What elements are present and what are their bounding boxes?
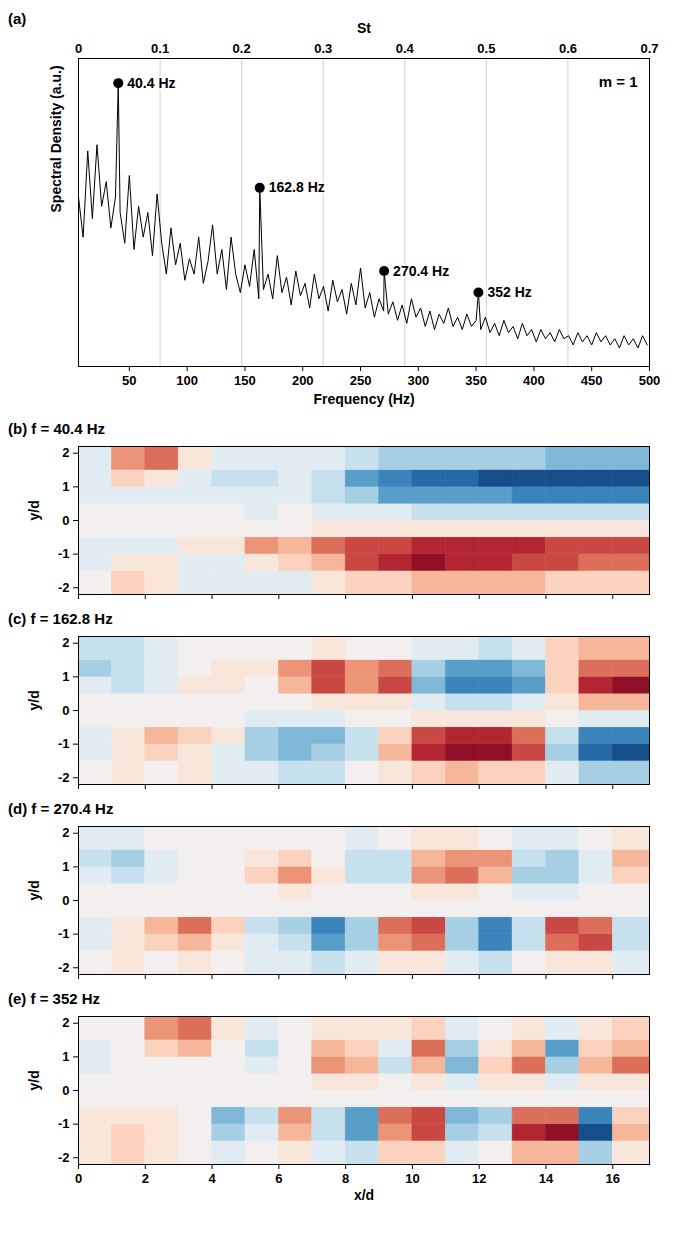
svg-text:y/d: y/d (26, 1070, 42, 1090)
svg-text:0.2: 0.2 (233, 41, 251, 56)
svg-text:350: 350 (465, 373, 487, 388)
svg-text:162.8 Hz: 162.8 Hz (269, 179, 325, 195)
svg-text:12: 12 (472, 1171, 486, 1186)
svg-text:-2: -2 (58, 1150, 70, 1165)
svg-text:St: St (357, 20, 371, 36)
svg-text:x/d: x/d (354, 1187, 374, 1203)
svg-text:50: 50 (122, 373, 136, 388)
svg-text:2: 2 (62, 635, 69, 650)
svg-text:16: 16 (606, 1171, 620, 1186)
svg-text:y/d: y/d (26, 500, 42, 520)
svg-text:0: 0 (75, 41, 82, 56)
svg-text:10: 10 (405, 1171, 419, 1186)
svg-text:14: 14 (539, 1171, 554, 1186)
svg-text:8: 8 (342, 1171, 349, 1186)
svg-text:0.4: 0.4 (396, 41, 415, 56)
svg-text:-1: -1 (58, 926, 70, 941)
svg-text:6: 6 (275, 1171, 282, 1186)
html-text:(a): (a) (8, 10, 27, 27)
html-text:(c) f = 162.8 Hz: (c) f = 162.8 Hz (8, 610, 113, 627)
svg-text:100: 100 (176, 373, 198, 388)
svg-text:0: 0 (62, 893, 69, 908)
svg-text:-1: -1 (58, 736, 70, 751)
svg-text:500: 500 (639, 373, 661, 388)
svg-text:450: 450 (581, 373, 603, 388)
svg-text:400: 400 (523, 373, 545, 388)
svg-text:Spectral Density (a.u.): Spectral Density (a.u.) (48, 65, 64, 212)
svg-text:1: 1 (62, 669, 69, 684)
svg-text:m = 1: m = 1 (599, 73, 638, 90)
html-text:(e) f = 352 Hz: (e) f = 352 Hz (8, 990, 101, 1007)
svg-text:250: 250 (350, 373, 372, 388)
svg-text:-1: -1 (58, 1116, 70, 1131)
svg-text:1: 1 (62, 479, 69, 494)
svg-text:300: 300 (407, 373, 429, 388)
svg-text:-2: -2 (58, 580, 70, 595)
svg-text:4: 4 (208, 1171, 216, 1186)
svg-text:2: 2 (62, 825, 69, 840)
svg-text:y/d: y/d (26, 690, 42, 710)
html-text:(d) f = 270.4 Hz: (d) f = 270.4 Hz (8, 800, 114, 817)
svg-text:40.4 Hz: 40.4 Hz (127, 75, 175, 91)
svg-text:0.7: 0.7 (640, 41, 658, 56)
svg-text:2: 2 (62, 1015, 69, 1030)
svg-text:270.4 Hz: 270.4 Hz (393, 263, 449, 279)
html-text:(b) f = 40.4 Hz: (b) f = 40.4 Hz (8, 420, 106, 437)
svg-text:2: 2 (142, 1171, 149, 1186)
svg-text:0: 0 (62, 1083, 69, 1098)
svg-text:2: 2 (62, 445, 69, 460)
svg-text:Frequency (Hz): Frequency (Hz) (313, 391, 414, 407)
svg-text:0.5: 0.5 (477, 41, 495, 56)
svg-text:0.6: 0.6 (559, 41, 577, 56)
svg-text:352 Hz: 352 Hz (487, 284, 531, 300)
svg-text:-2: -2 (58, 770, 70, 785)
svg-text:1: 1 (62, 1049, 69, 1064)
svg-text:200: 200 (292, 373, 314, 388)
svg-text:0: 0 (62, 513, 69, 528)
svg-text:-1: -1 (58, 546, 70, 561)
svg-text:0.3: 0.3 (314, 41, 332, 56)
svg-text:y/d: y/d (26, 880, 42, 900)
svg-text:0: 0 (62, 703, 69, 718)
svg-text:0.1: 0.1 (151, 41, 169, 56)
svg-text:0: 0 (75, 1171, 82, 1186)
svg-text:1: 1 (62, 859, 69, 874)
svg-text:-2: -2 (58, 960, 70, 975)
svg-text:150: 150 (234, 373, 256, 388)
